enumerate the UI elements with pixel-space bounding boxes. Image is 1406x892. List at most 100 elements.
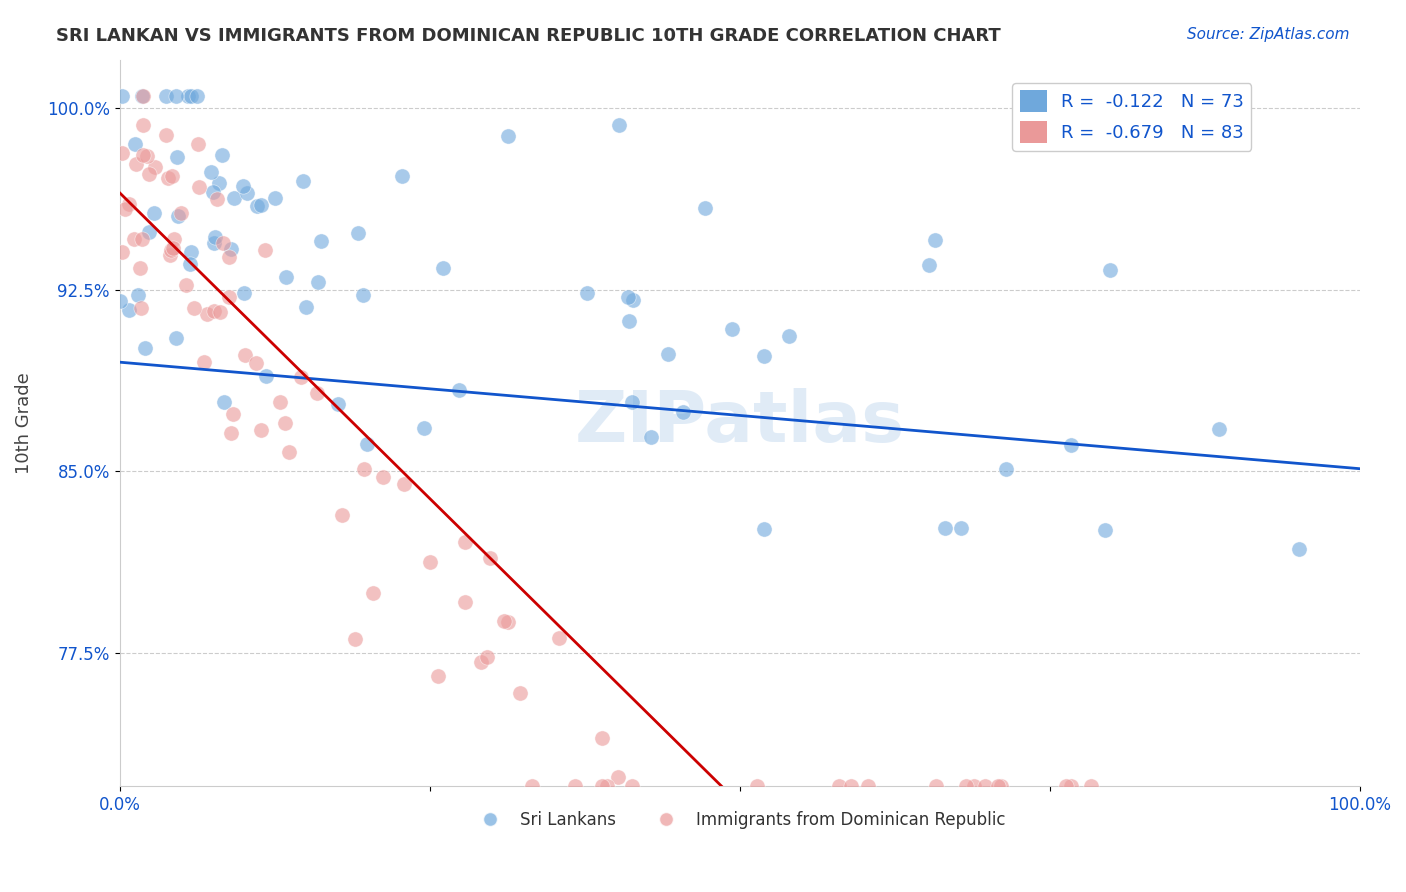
Point	[218, 250, 240, 264]
Point	[278, 444, 301, 458]
Point	[576, 286, 599, 301]
Point	[132, 89, 155, 103]
Point	[134, 341, 156, 355]
Point	[344, 632, 367, 646]
Point	[346, 226, 368, 240]
Point	[155, 89, 177, 103]
Point	[311, 235, 333, 249]
Point	[1060, 438, 1083, 452]
Point	[219, 425, 242, 440]
Point	[111, 89, 134, 103]
Point	[427, 669, 450, 683]
Point	[1098, 263, 1121, 277]
Point	[963, 779, 986, 793]
Point	[160, 243, 183, 257]
Point	[212, 394, 235, 409]
Point	[118, 197, 141, 211]
Point	[973, 779, 995, 793]
Point	[994, 462, 1017, 476]
Point	[136, 149, 159, 163]
Point	[162, 241, 184, 255]
Point	[778, 328, 800, 343]
Point	[520, 779, 543, 793]
Point	[138, 225, 160, 239]
Point	[292, 174, 315, 188]
Point	[233, 286, 256, 301]
Point	[166, 210, 188, 224]
Point	[274, 270, 297, 285]
Point	[160, 169, 183, 183]
Point	[990, 779, 1012, 793]
Point	[307, 385, 329, 400]
Point	[856, 779, 879, 793]
Point	[747, 779, 769, 793]
Point	[269, 395, 291, 409]
Point	[475, 650, 498, 665]
Point	[114, 202, 136, 216]
Point	[509, 686, 531, 700]
Point	[496, 615, 519, 630]
Point	[752, 349, 775, 363]
Point	[208, 176, 231, 190]
Point	[108, 294, 131, 309]
Point	[118, 302, 141, 317]
Point	[454, 595, 477, 609]
Point	[132, 118, 155, 132]
Point	[218, 290, 240, 304]
Point	[326, 397, 349, 411]
Point	[1060, 779, 1083, 793]
Point	[1094, 523, 1116, 537]
Point	[204, 230, 226, 244]
Point	[200, 165, 222, 179]
Point	[219, 243, 242, 257]
Y-axis label: 10th Grade: 10th Grade	[15, 372, 32, 474]
Point	[640, 430, 662, 444]
Point	[212, 235, 235, 250]
Point	[131, 232, 153, 246]
Point	[693, 201, 716, 215]
Point	[496, 128, 519, 143]
Point	[205, 192, 228, 206]
Point	[1080, 779, 1102, 793]
Point	[222, 407, 245, 421]
Point	[211, 148, 233, 162]
Point	[620, 394, 643, 409]
Point	[202, 235, 225, 250]
Point	[232, 178, 254, 193]
Point	[470, 655, 492, 669]
Point	[672, 404, 695, 418]
Point	[290, 369, 312, 384]
Point	[180, 89, 202, 103]
Point	[1288, 541, 1310, 556]
Point	[166, 150, 188, 164]
Point	[159, 248, 181, 262]
Point	[131, 89, 153, 103]
Point	[419, 555, 441, 569]
Point	[754, 522, 776, 536]
Point	[177, 89, 200, 103]
Point	[295, 300, 318, 314]
Point	[170, 206, 193, 220]
Point	[352, 288, 374, 302]
Text: SRI LANKAN VS IMMIGRANTS FROM DOMINICAN REPUBLIC 10TH GRADE CORRELATION CHART: SRI LANKAN VS IMMIGRANTS FROM DOMINICAN …	[56, 27, 1001, 45]
Point	[987, 779, 1010, 793]
Point	[449, 383, 471, 397]
Point	[131, 301, 153, 315]
Point	[250, 198, 273, 212]
Legend: Sri Lankans, Immigrants from Dominican Republic: Sri Lankans, Immigrants from Dominican R…	[467, 805, 1012, 836]
Point	[330, 508, 353, 522]
Point	[949, 521, 972, 535]
Point	[186, 89, 208, 103]
Point	[180, 245, 202, 260]
Point	[129, 260, 152, 275]
Point	[165, 331, 187, 345]
Point	[1054, 779, 1077, 793]
Point	[235, 348, 257, 362]
Point	[596, 779, 619, 793]
Point	[183, 301, 205, 315]
Point	[391, 169, 413, 184]
Point	[155, 128, 177, 142]
Point	[924, 233, 946, 247]
Point	[165, 89, 187, 103]
Point	[925, 779, 948, 793]
